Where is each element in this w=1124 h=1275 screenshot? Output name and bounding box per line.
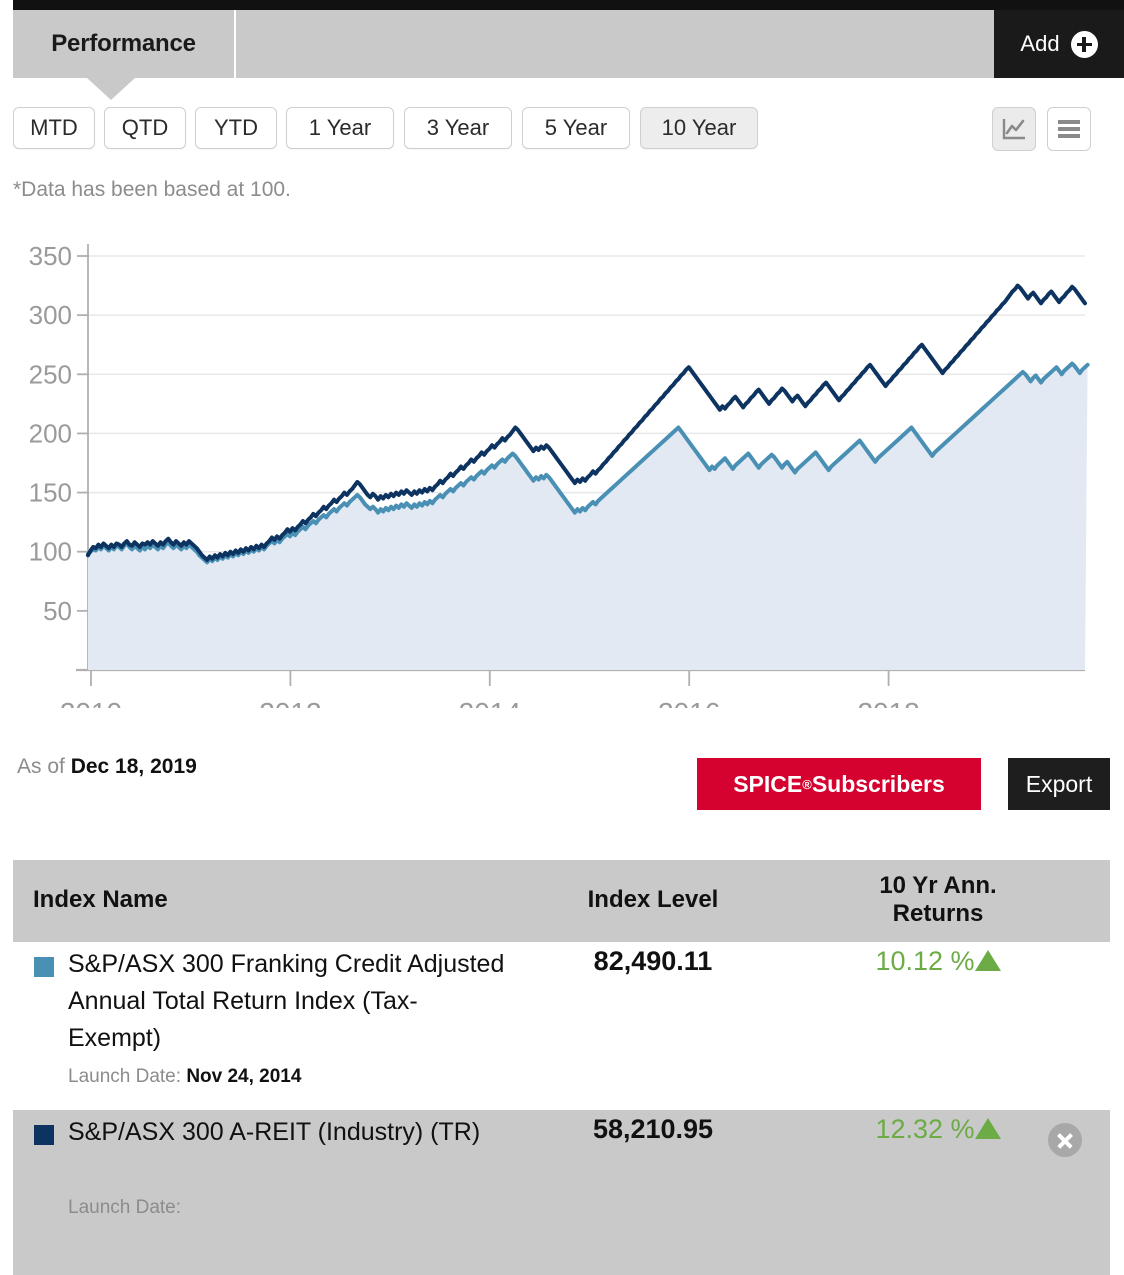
as-of-label: As of bbox=[17, 755, 65, 778]
launch-date: Launch Date: Nov 24, 2014 bbox=[68, 1066, 301, 1088]
performance-chart-svg: 50 100 150 200 250 300 350 2010 2012 2014 2016 2018 bbox=[29, 241, 1090, 708]
spice-label-2: Subscribers bbox=[811, 770, 945, 797]
export-button[interactable]: Export bbox=[1008, 758, 1110, 810]
as-of-date: As of Dec 18, 2019 bbox=[17, 755, 197, 779]
index-name: S&P/ASX 300 A-REIT (Industry) (TR) bbox=[68, 1118, 481, 1146]
svg-text:100: 100 bbox=[29, 537, 72, 567]
tab-active-pointer bbox=[87, 78, 135, 100]
launch-date-label: Launch Date: bbox=[68, 1197, 182, 1218]
svg-text:2012: 2012 bbox=[259, 697, 321, 708]
column-header-returns-line1: 10 Yr Ann. bbox=[879, 872, 997, 899]
tab-performance-label: Performance bbox=[51, 30, 196, 57]
index-return: 10.12 % bbox=[843, 946, 1033, 977]
remove-index-button[interactable] bbox=[1048, 1123, 1082, 1157]
period-label: 5 Year bbox=[544, 115, 608, 140]
index-name: S&P/ASX 300 Franking Credit Adjusted Ann… bbox=[68, 950, 505, 1052]
period-button-qtd[interactable]: QTD bbox=[104, 107, 186, 149]
chart-note: *Data has been based at 100. bbox=[13, 178, 291, 201]
triangle-up-icon bbox=[974, 1118, 1001, 1139]
svg-text:2016: 2016 bbox=[658, 697, 720, 708]
as-of-value: Dec 18, 2019 bbox=[70, 755, 197, 778]
launch-date-value: Nov 24, 2014 bbox=[186, 1066, 302, 1087]
series-color-swatch bbox=[34, 957, 54, 977]
launch-date: Launch Date: bbox=[68, 1197, 181, 1219]
svg-text:2014: 2014 bbox=[459, 697, 521, 708]
series-color-swatch bbox=[34, 1125, 54, 1145]
column-header-returns-line2: Returns bbox=[892, 900, 984, 927]
period-button-ytd[interactable]: YTD bbox=[195, 107, 277, 149]
add-button[interactable]: Add bbox=[994, 10, 1124, 78]
export-label: Export bbox=[1025, 770, 1093, 797]
period-button-1-year[interactable]: 1 Year bbox=[286, 107, 394, 149]
period-label: QTD bbox=[121, 115, 169, 140]
plus-circle-icon bbox=[1070, 30, 1098, 58]
chart-view-toggle[interactable] bbox=[992, 107, 1036, 151]
column-header-index-level: Index Level bbox=[587, 886, 719, 913]
spice-registered-icon: ® bbox=[802, 776, 812, 792]
period-label: 1 Year bbox=[308, 115, 372, 140]
period-label: 3 Year bbox=[426, 115, 490, 140]
svg-text:50: 50 bbox=[43, 596, 72, 626]
index-level: 82,490.11 bbox=[593, 946, 713, 976]
svg-text:300: 300 bbox=[29, 300, 72, 330]
index-table: Index Name Index Level 10 Yr Ann. Return… bbox=[13, 860, 1110, 1275]
period-button-10-year[interactable]: 10 Year bbox=[640, 107, 758, 149]
period-label: YTD bbox=[214, 115, 258, 140]
tab-performance[interactable]: Performance bbox=[13, 10, 236, 78]
list-view-icon bbox=[1058, 120, 1080, 138]
table-row[interactable]: S&P/ASX 300 A-REIT (Industry) (TR) Launc… bbox=[13, 1110, 1110, 1275]
spice-label: SPICE bbox=[733, 770, 803, 797]
column-header-10yr-returns: 10 Yr Ann. Returns bbox=[843, 872, 1033, 928]
index-return-value: 12.32 % bbox=[875, 1114, 975, 1144]
index-level: 58,210.95 bbox=[592, 1114, 714, 1144]
performance-chart[interactable]: 50 100 150 200 250 300 350 2010 2012 2014 2016 2018 bbox=[0, 238, 1124, 708]
period-label: 10 Year bbox=[661, 115, 737, 140]
period-button-mtd[interactable]: MTD bbox=[13, 107, 95, 149]
period-label: MTD bbox=[30, 115, 78, 140]
add-button-label: Add bbox=[1020, 31, 1060, 56]
tab-bar: Performance Add bbox=[13, 10, 1124, 78]
table-header-row: Index Name Index Level 10 Yr Ann. Return… bbox=[13, 860, 1110, 942]
svg-text:150: 150 bbox=[29, 478, 72, 508]
column-header-index-name: Index Name bbox=[33, 886, 168, 913]
launch-date-label: Launch Date: bbox=[68, 1066, 182, 1087]
svg-text:350: 350 bbox=[29, 241, 72, 271]
svg-text:2018: 2018 bbox=[857, 697, 919, 708]
table-row[interactable]: S&P/ASX 300 Franking Credit Adjusted Ann… bbox=[13, 942, 1110, 1110]
spice-subscribers-button[interactable]: SPICE ® Subscribers bbox=[697, 758, 981, 810]
index-return-value: 10.12 % bbox=[875, 946, 975, 976]
svg-text:200: 200 bbox=[29, 418, 72, 448]
svg-text:250: 250 bbox=[29, 359, 72, 389]
window-top-strip bbox=[13, 0, 1124, 10]
period-button-3-year[interactable]: 3 Year bbox=[404, 107, 512, 149]
svg-text:2010: 2010 bbox=[60, 697, 122, 708]
index-return: 12.32 % bbox=[843, 1114, 1033, 1145]
list-view-toggle[interactable] bbox=[1047, 107, 1091, 151]
line-chart-icon bbox=[1002, 119, 1025, 140]
triangle-up-icon bbox=[974, 950, 1001, 971]
period-button-5-year[interactable]: 5 Year bbox=[522, 107, 630, 149]
period-filter-row: MTD QTD YTD 1 Year 3 Year 5 Year 10 Year bbox=[13, 107, 1124, 155]
